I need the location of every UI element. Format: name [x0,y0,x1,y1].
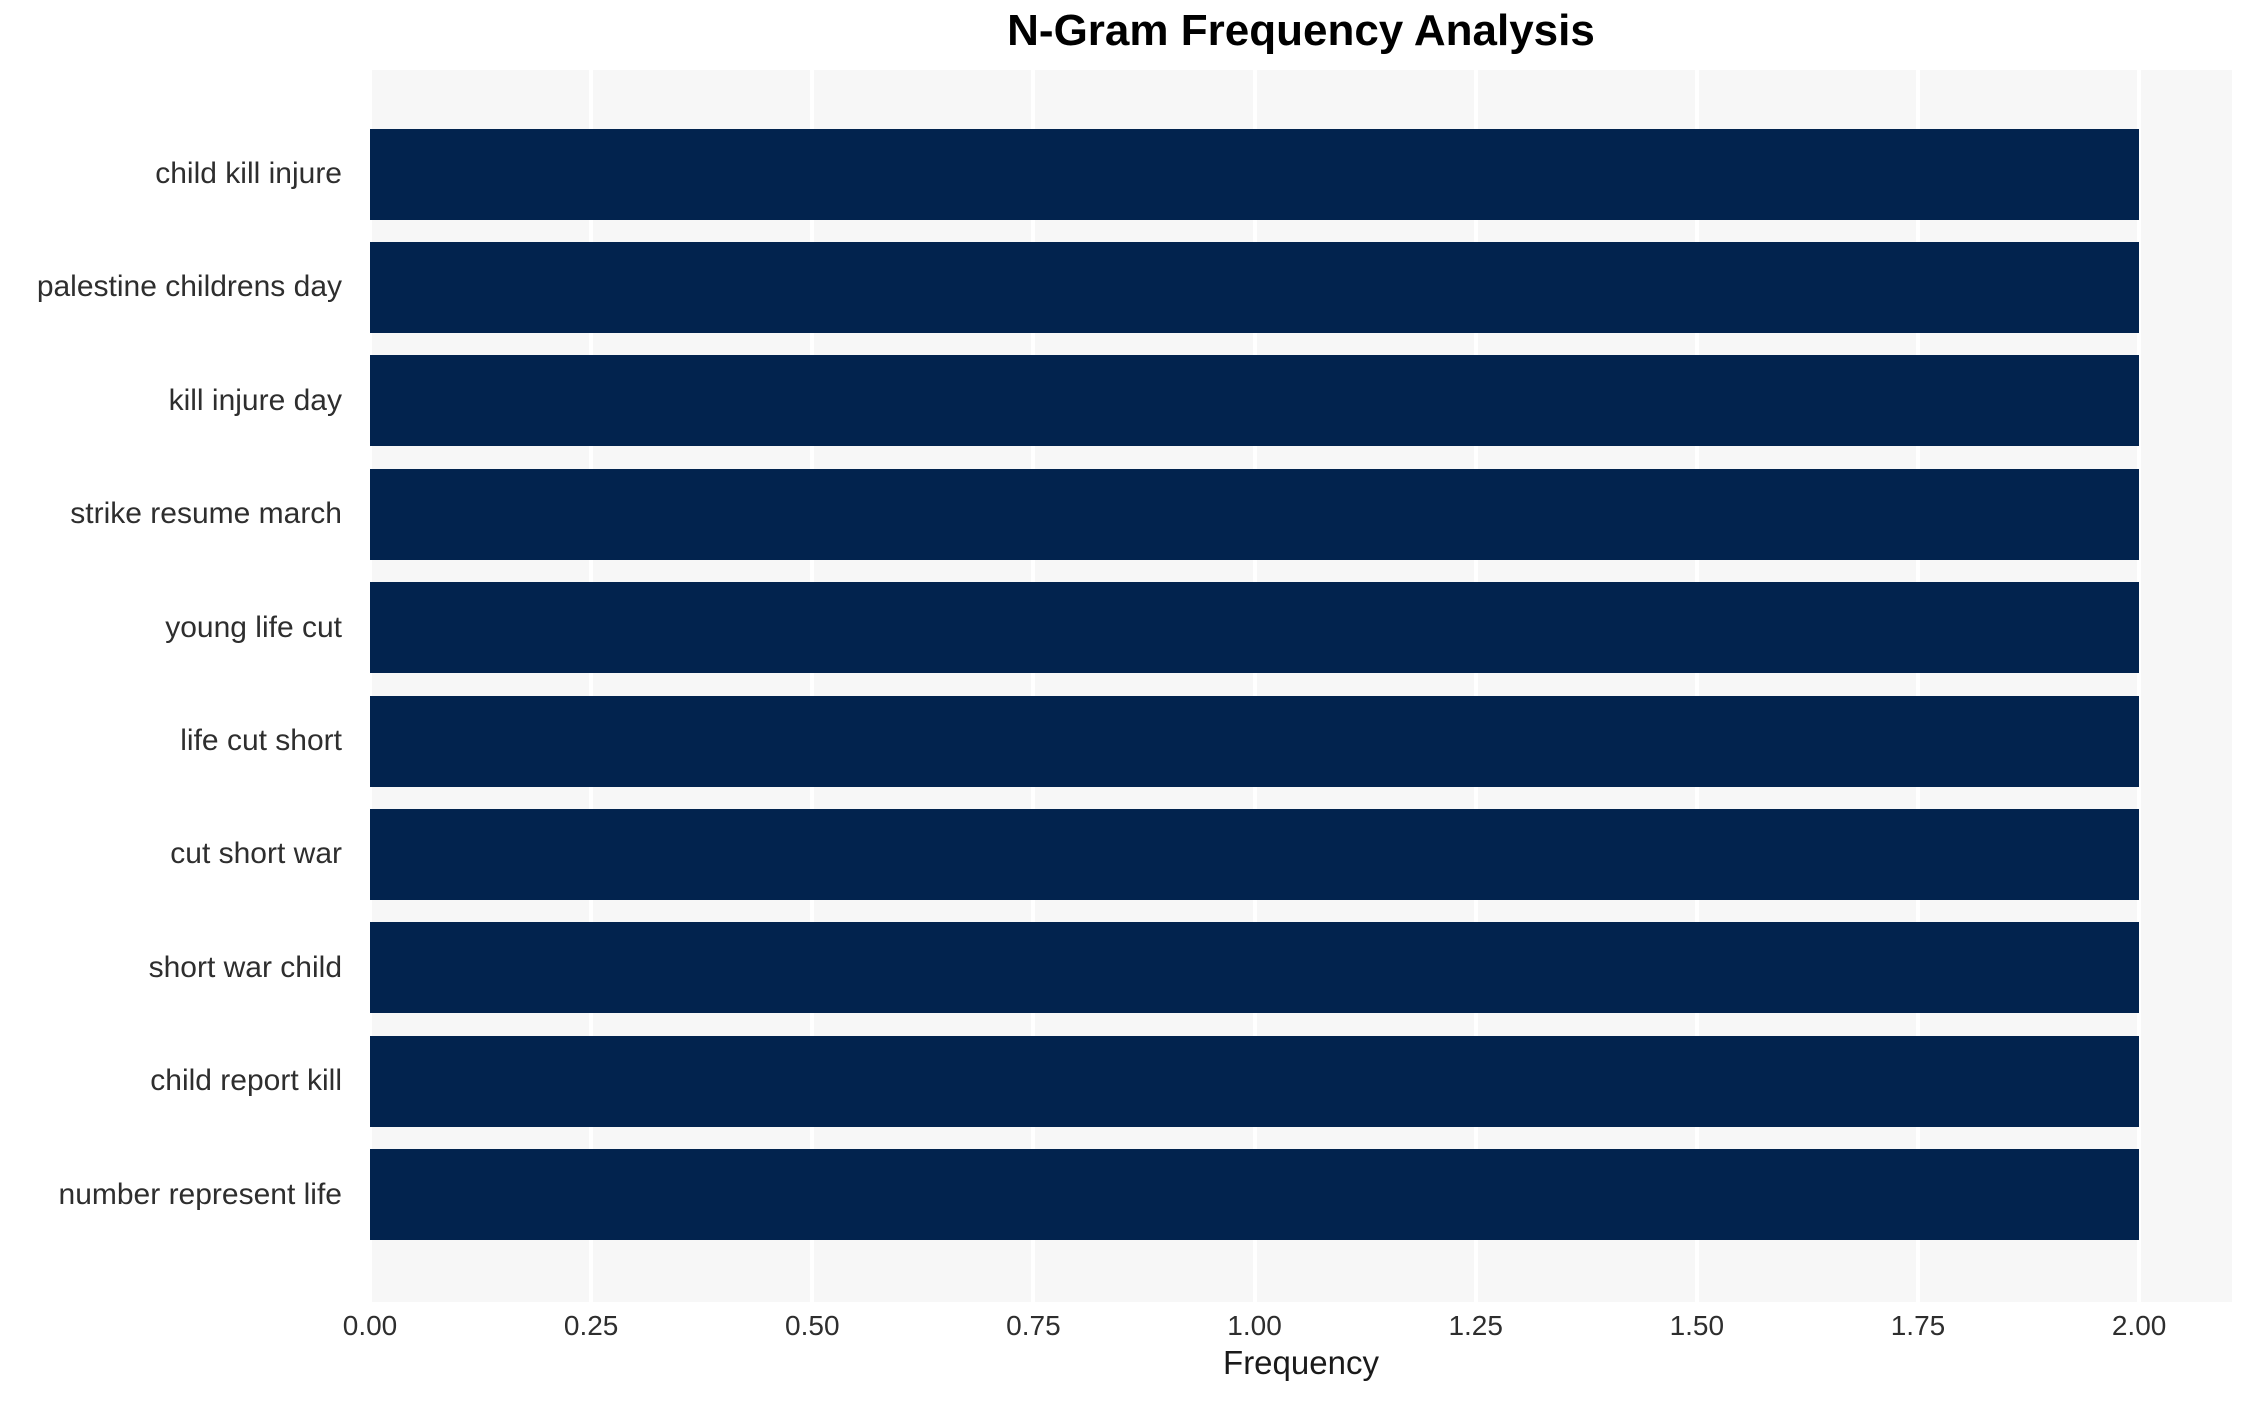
gridline [589,70,594,1302]
gridline [368,70,372,1302]
gridline [1915,70,1920,1302]
y-tick-label: number represent life [58,1177,342,1211]
x-tick-label: 1.50 [1669,1310,1725,1341]
x-tick-label: 2.00 [2111,1310,2167,1341]
x-tick-label: 1.75 [1890,1310,1946,1341]
bar [370,582,2140,674]
bar [370,1149,2140,1241]
bar [370,241,2140,333]
bar [370,922,2140,1014]
y-tick-label: palestine childrens day [36,270,342,304]
y-axis-labels: child kill injure palestine childrens day… [0,0,356,1402]
y-tick-label: life cut short [180,724,342,757]
x-tick-label: 0.25 [563,1310,619,1341]
x-tick-label: 1.00 [1227,1310,1282,1341]
y-tick-label: kill injure day [168,383,342,417]
bar [370,695,2140,787]
x-tick-label: 0.50 [785,1310,840,1341]
plot-area [368,70,2232,1302]
gridline [1252,70,1257,1302]
x-tick-label: 0.75 [1006,1310,1061,1341]
bar [370,128,2140,220]
bar [370,468,2140,560]
bar [370,808,2140,900]
chart-title: N-Gram Frequency Analysis [1007,6,1595,55]
x-tick-label: 1.25 [1448,1310,1503,1341]
gridline [1031,70,1036,1302]
y-tick-label: short war child [148,950,342,984]
gridline [810,70,815,1302]
y-tick-label: child report kill [150,1064,342,1098]
y-tick-label: young life cut [165,610,342,644]
bar [370,355,2140,447]
y-tick-label: strike resume march [70,497,342,531]
y-tick-label: child kill injure [155,157,342,190]
x-axis-title: Frequency [1223,1344,1379,1381]
gridline [1694,70,1699,1302]
y-tick-label: cut short war [170,837,342,871]
bar [370,1035,2140,1127]
gridline [1473,70,1478,1302]
gridline [2137,70,2142,1302]
